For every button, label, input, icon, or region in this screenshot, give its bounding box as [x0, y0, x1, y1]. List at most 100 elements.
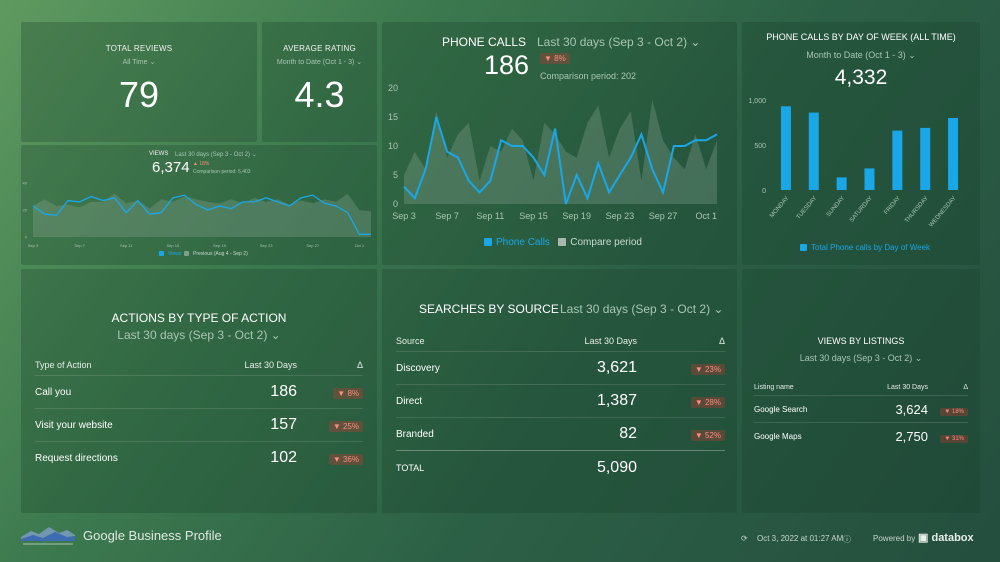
- phone-calls-panel: PHONE CALLS Last 30 days (Sep 3 - Oct 2)…: [382, 22, 737, 265]
- cell-label: Branded: [396, 428, 434, 440]
- delta-badge: ▼ 25%: [328, 421, 363, 432]
- views-panel: VIEWS Last 30 days (Sep 3 - Oct 2) ⌄ 6,3…: [21, 145, 377, 265]
- cell-label: Call you: [35, 386, 72, 398]
- total-reviews-panel: TOTAL REVIEWS All Time ⌄ 79: [21, 22, 257, 142]
- compare-series-area: [404, 99, 717, 204]
- actions-panel: ACTIONS BY TYPE OF ACTION Last 30 days (…: [21, 269, 377, 513]
- table-header: Listing name Last 30 Days Δ: [754, 379, 968, 396]
- x-tick-label: SUNDAY: [826, 195, 846, 218]
- phone-calls-period[interactable]: Last 30 days (Sep 3 - Oct 2) ⌄: [537, 35, 700, 49]
- cell-value: 186: [270, 383, 297, 400]
- table-header: Source Last 30 Days Δ: [396, 331, 725, 352]
- y-tick-label: 0: [762, 188, 766, 195]
- refresh-icon[interactable]: ⟳: [741, 534, 748, 543]
- table-row: Branded 82 ▼ 52%: [396, 418, 725, 451]
- delta-badge: ▼ 31%: [940, 435, 968, 443]
- y-tick-label: 20: [388, 83, 398, 93]
- total-reviews-value: 79: [118, 74, 160, 115]
- total-reviews-period[interactable]: All Time ⌄: [21, 58, 257, 66]
- legend-swatch: [159, 251, 164, 257]
- column-header: Last 30 Days: [244, 360, 297, 370]
- delta-badge: ▼ 8%: [333, 388, 363, 399]
- table-header: Type of Action Last 30 Days Δ: [35, 355, 363, 376]
- cell-label: Google Maps: [754, 431, 802, 441]
- bar-saturday: [864, 168, 875, 190]
- table-row: Call you 186 ▼ 8%: [35, 376, 363, 409]
- period-label: Month to Date (Oct 1 - 3): [276, 59, 355, 66]
- x-tick-label: Sep 3: [392, 211, 416, 221]
- column-header: Source: [396, 336, 425, 346]
- x-tick-label: Sep 19: [213, 243, 226, 248]
- delta-badge: ▼ 52%: [690, 430, 725, 441]
- x-tick-label: Sep 27: [649, 211, 678, 221]
- table-row: Google Maps 2,750 ▼ 31%: [754, 423, 968, 449]
- column-header: Δ: [356, 360, 363, 370]
- views-period[interactable]: Last 30 days (Sep 3 - Oct 2) ⌄: [175, 152, 257, 158]
- period-label: Last 30 days (Sep 3 - Oct 2): [560, 302, 711, 316]
- legend-label: Total Phone calls by Day of Week: [811, 243, 931, 252]
- x-tick-label: THURSDAY: [904, 195, 930, 224]
- x-tick-label: Sep 11: [476, 211, 504, 221]
- actions-period[interactable]: Last 30 days (Sep 3 - Oct 2) ⌄: [117, 328, 281, 342]
- cell-label: Google Search: [754, 404, 808, 414]
- listings-period[interactable]: Last 30 days (Sep 3 - Oct 2) ⌄: [799, 353, 923, 363]
- phone-calls-title: PHONE CALLS: [442, 35, 527, 49]
- info-icon[interactable]: ⓘ: [843, 535, 851, 544]
- bar-thursday: [920, 127, 931, 190]
- cell-value: 1,387: [596, 392, 637, 409]
- period-label: Month to Date (Oct 1 - 3): [806, 50, 906, 60]
- cell-label: Direct: [396, 395, 423, 407]
- average-rating-period[interactable]: Month to Date (Oct 1 - 3) ⌄: [262, 58, 377, 66]
- y-tick-label: 20: [23, 207, 28, 212]
- period-label: All Time: [122, 59, 148, 66]
- column-header: Last 30 Days: [887, 383, 928, 391]
- legend-previous[interactable]: Previous (Aug 4 - Sep 2): [193, 251, 248, 257]
- profile-logo: [21, 527, 75, 545]
- phone-by-day-chart: 0 500 1,000 MONDAY TUESDAY SUNDAY SATURDAY FRID…: [748, 98, 959, 229]
- cell-value: 2,750: [895, 428, 928, 444]
- y-tick-label: 10: [388, 141, 398, 151]
- cell-value: 102: [270, 449, 297, 466]
- x-tick-label: TUESDAY: [796, 195, 819, 220]
- phone-calls-legend: Phone Calls Compare period: [484, 237, 642, 248]
- phone-by-day-legend[interactable]: Total Phone calls by Day of Week: [800, 243, 930, 252]
- total-value: 5,090: [596, 459, 637, 476]
- views-comparison: Comparison period: 5,403: [193, 169, 251, 175]
- y-tick-label: 0: [25, 234, 28, 239]
- column-header: Δ: [963, 383, 968, 391]
- column-header: Type of Action: [35, 360, 92, 370]
- phone-calls-value: 186: [484, 50, 530, 80]
- x-tick-label: FRIDAY: [883, 195, 901, 215]
- chevron-down-icon: ⌄: [149, 59, 156, 66]
- checkbox-icon: [484, 238, 492, 247]
- searches-period[interactable]: Last 30 days (Sep 3 - Oct 2) ⌄: [560, 302, 724, 316]
- views-legend: Views Previous (Aug 4 - Sep 2): [159, 251, 248, 257]
- legend-phone-calls[interactable]: Phone Calls: [484, 237, 550, 248]
- cell-label: Visit your website: [35, 419, 113, 431]
- delta-badge: ▼ 23%: [690, 364, 725, 375]
- legend-views[interactable]: Views: [168, 251, 182, 257]
- legend-compare[interactable]: Compare period: [558, 237, 642, 248]
- period-label: Last 30 days (Sep 3 - Oct 2): [799, 353, 913, 363]
- bar-sunday: [836, 177, 847, 190]
- x-tick-label: MONDAY: [769, 195, 790, 219]
- y-tick-label: 1,000: [748, 98, 766, 105]
- checkbox-icon: [558, 238, 567, 247]
- x-tick-label: Sep 27: [306, 243, 319, 248]
- table-row: Direct 1,387 ▼ 28%: [396, 385, 725, 418]
- phone-calls-comparison: Comparison period: 202: [540, 71, 637, 81]
- actions-table: Type of Action Last 30 Days Δ Call you 1…: [35, 355, 363, 474]
- y-tick-label: 15: [388, 112, 398, 122]
- searches-title: SEARCHES BY SOURCE: [419, 302, 559, 316]
- cell-label: Request directions: [35, 452, 118, 464]
- main-series-line: [32, 194, 371, 235]
- databox-logo[interactable]: ▣ databox: [918, 531, 974, 544]
- phone-calls-chart: 0 5 10 15 20 Sep 3 Sep 7 Sep 11 Sep 15 Sep 19 Sep …: [388, 83, 718, 221]
- x-tick-label: Sep 23: [260, 243, 273, 248]
- checkbox-icon: [800, 244, 807, 252]
- phone-by-day-period[interactable]: Month to Date (Oct 1 - 3) ⌄: [806, 50, 916, 60]
- average-rating-title: AVERAGE RATING: [283, 44, 356, 53]
- delta-badge: ▼ 18%: [940, 408, 968, 416]
- bar-friday: [892, 130, 903, 190]
- databox-icon: ▣: [918, 532, 929, 544]
